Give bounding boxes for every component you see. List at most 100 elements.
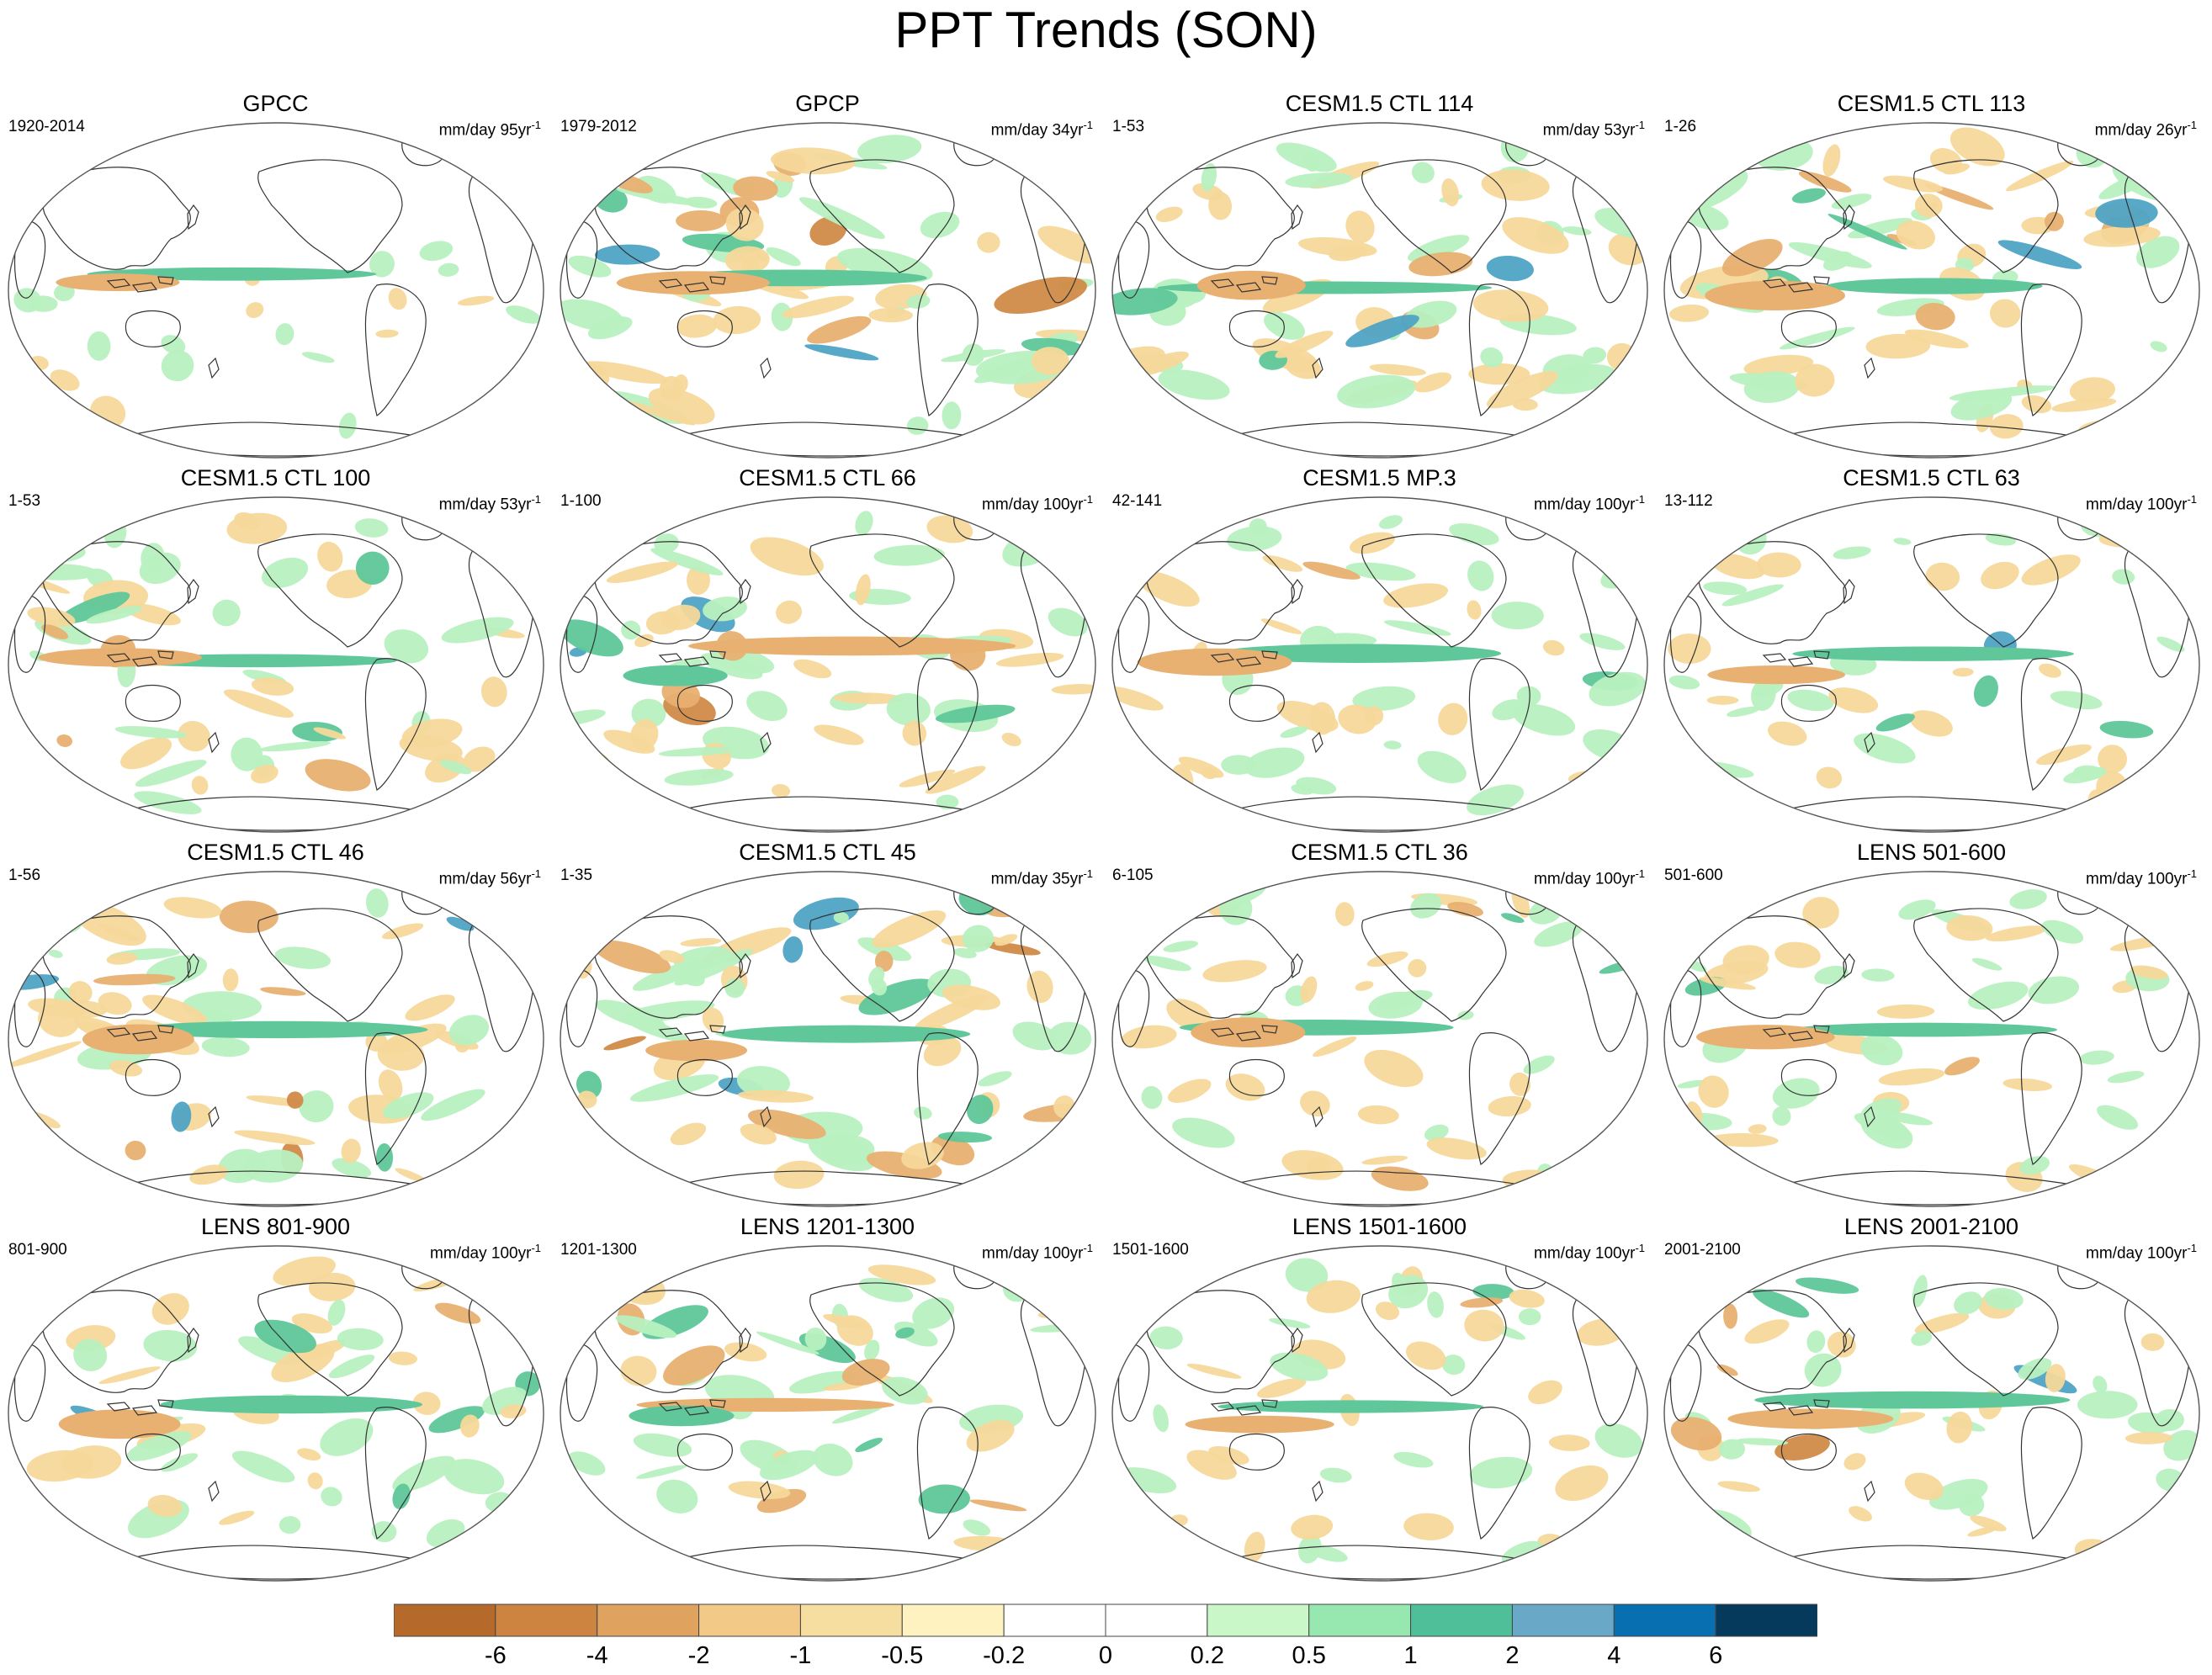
trend-patch xyxy=(942,401,962,430)
trend-patch xyxy=(365,888,389,918)
trend-patch xyxy=(936,794,959,810)
coastline xyxy=(1117,595,1150,673)
trend-patch xyxy=(1143,956,1191,972)
trend-patch xyxy=(857,937,912,962)
map-panel: CESM1.5 CTL 114 1-53 mm/day 53yr-1 xyxy=(1104,91,1655,465)
coastline xyxy=(1228,310,1285,347)
coastline xyxy=(13,969,46,1047)
units-prefix: mm/day xyxy=(982,1244,1043,1263)
trend-patch xyxy=(73,1338,108,1371)
coastline xyxy=(187,1327,199,1354)
panel-period: 1-56 xyxy=(8,867,41,884)
coastline xyxy=(916,658,979,791)
trend-patch xyxy=(822,1135,875,1167)
trend-patch xyxy=(606,561,678,583)
trend-patch xyxy=(1345,210,1375,243)
trend-patch xyxy=(1249,518,1267,535)
trend-patch xyxy=(421,1089,485,1121)
trend-patch xyxy=(1893,538,1912,545)
trend-patch xyxy=(438,262,459,277)
coastline xyxy=(1698,541,1847,644)
map-outline xyxy=(1111,122,1648,459)
trend-patch xyxy=(1355,981,1374,991)
trend-patch xyxy=(27,607,76,627)
panel-title: CESM1.5 CTL 46 xyxy=(187,840,364,865)
colorbar-tick-label: -1 xyxy=(789,1642,812,1669)
trend-patch xyxy=(906,294,931,309)
trend-patch xyxy=(1352,686,1416,711)
panel-title: GPCC xyxy=(242,91,309,116)
trend-patch xyxy=(506,305,542,324)
trend-patch xyxy=(126,1431,192,1461)
coastline xyxy=(187,204,199,231)
units-prefix: mm/day xyxy=(1534,496,1595,514)
colorbar-tick-label: -0.2 xyxy=(983,1642,1026,1669)
trend-patch xyxy=(1717,1481,1760,1492)
equatorial-band xyxy=(128,1020,428,1039)
panel-units: mm/day 100yr-1 xyxy=(1534,490,1645,514)
trend-patch xyxy=(439,760,472,775)
coastline xyxy=(42,167,191,270)
units-exponent: -1 xyxy=(2187,119,2197,131)
trend-patch xyxy=(419,241,454,262)
trend-patch xyxy=(1281,1150,1344,1180)
coastline xyxy=(760,357,772,379)
trend-span: 95yr xyxy=(500,121,532,140)
trend-patch xyxy=(278,1516,301,1535)
trend-patch xyxy=(1677,1079,1706,1089)
trend-patch xyxy=(746,691,788,722)
trend-span: 56yr xyxy=(500,870,532,888)
trend-patch xyxy=(28,998,87,1018)
trend-patch xyxy=(583,154,610,173)
trend-patch xyxy=(1528,1380,1562,1405)
coastline xyxy=(1312,1480,1323,1503)
trend-patch xyxy=(725,208,764,241)
colorbar-tick-label: 2 xyxy=(1505,1642,1520,1669)
trend-patch xyxy=(1027,770,1078,797)
colorbar-swatch xyxy=(1410,1603,1513,1637)
coastline xyxy=(809,908,955,1022)
trend-patch xyxy=(855,574,871,606)
coastline xyxy=(2020,1407,2082,1540)
trend-patch xyxy=(1467,784,1525,816)
trend-patch xyxy=(756,1488,807,1513)
trend-patch xyxy=(1753,1289,1810,1318)
map-outline xyxy=(560,871,1096,1207)
trend-patch xyxy=(1371,1166,1429,1191)
trend-patch xyxy=(740,1123,777,1145)
trend-patch xyxy=(1967,981,2029,1010)
coastline xyxy=(1228,1058,1285,1096)
trend-patch xyxy=(1270,1352,1329,1381)
colorbar-tick-label: 4 xyxy=(1607,1642,1621,1669)
trend-patch xyxy=(771,147,856,175)
trend-patch xyxy=(664,769,734,786)
coastline xyxy=(1210,1399,1278,1416)
trend-patch xyxy=(1670,889,1718,915)
trend-patch xyxy=(1300,1090,1330,1117)
trend-patch xyxy=(1407,235,1470,262)
panel-title: CESM1.5 CTL 63 xyxy=(1843,465,2020,490)
panel-units: mm/day 100yr-1 xyxy=(2086,490,2197,514)
map-panel: LENS 501-600 501-600 mm/day 100yr-1 xyxy=(1656,840,2207,1214)
trend-patch xyxy=(1260,618,1302,634)
coastline xyxy=(106,276,174,293)
trend-patch xyxy=(1876,1004,1935,1019)
trend-patch xyxy=(1048,607,1088,637)
trend-patch xyxy=(32,1540,101,1560)
trend-patch xyxy=(724,1342,767,1362)
trend-patch xyxy=(1145,770,1174,791)
coastline xyxy=(658,650,726,667)
panel-period: 1920-2014 xyxy=(8,118,85,135)
trend-span: 53yr xyxy=(500,496,532,514)
trend-patch xyxy=(1973,675,1998,708)
trend-patch xyxy=(568,255,612,278)
trend-patch xyxy=(1037,225,1095,264)
trend-patch xyxy=(1791,188,1826,204)
trend-patch xyxy=(1727,706,1760,718)
panel-title: LENS 501-600 xyxy=(1856,840,2007,865)
trend-patch xyxy=(135,760,207,787)
trend-patch xyxy=(1706,695,1739,705)
coastline xyxy=(364,1032,427,1165)
trend-patch xyxy=(736,1066,790,1098)
trend-patch xyxy=(2079,1050,2114,1065)
